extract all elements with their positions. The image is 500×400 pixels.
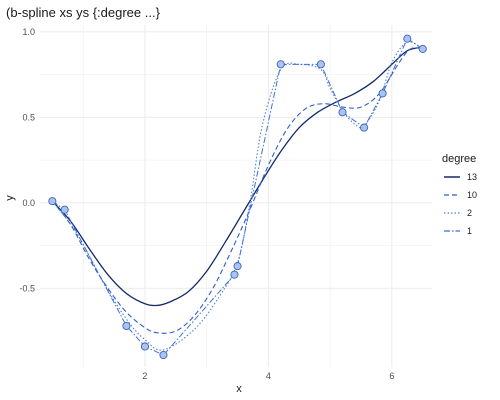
x-axis-ticks: 2 4 6	[142, 371, 394, 381]
legend-label-degree-1: 1	[467, 226, 472, 236]
legend-title: degree	[442, 153, 476, 165]
data-point	[339, 109, 346, 116]
y-tick-label: 0.0	[22, 198, 35, 208]
data-point	[419, 45, 426, 52]
y-tick-label: 1.0	[22, 27, 35, 37]
data-point	[123, 322, 130, 329]
series-line-degree-2	[52, 42, 422, 350]
y-axis-label: y	[4, 195, 16, 201]
y-tick-label: 0.5	[22, 112, 35, 122]
data-point	[317, 61, 324, 68]
data-point	[277, 61, 284, 68]
data-point	[61, 206, 68, 213]
data-point	[160, 351, 167, 358]
data-point	[231, 271, 238, 278]
legend-label-degree-2: 2	[467, 208, 472, 218]
x-tick-label: 2	[142, 371, 147, 381]
x-tick-label: 6	[389, 371, 394, 381]
legend: degree 13 10 2 1	[442, 153, 477, 236]
legend-label-degree-10: 10	[467, 190, 477, 200]
x-axis-label: x	[236, 383, 242, 395]
x-tick-label: 4	[266, 371, 271, 381]
y-axis-ticks: -0.5 0.0 0.5 1.0	[19, 27, 35, 294]
grid	[40, 25, 432, 367]
data-point	[234, 263, 241, 270]
legend-label-degree-13: 13	[467, 172, 477, 182]
data-point	[404, 35, 411, 42]
data-point	[49, 198, 56, 205]
data-point	[360, 124, 367, 131]
data-point	[141, 343, 148, 350]
chart-title: (b-spline xs ys {:degree ...}	[6, 5, 161, 20]
data-point	[379, 90, 386, 97]
y-tick-label: -0.5	[19, 283, 35, 293]
series-lines	[52, 39, 422, 355]
